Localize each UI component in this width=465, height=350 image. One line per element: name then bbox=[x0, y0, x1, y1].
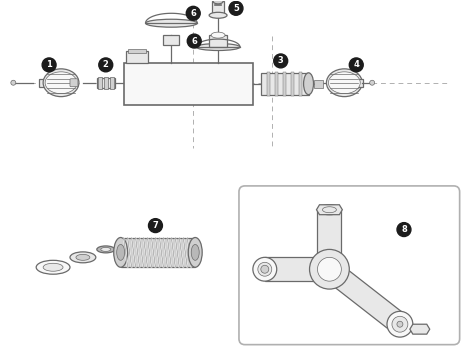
Circle shape bbox=[99, 58, 113, 72]
Text: 2: 2 bbox=[103, 61, 109, 69]
Ellipse shape bbox=[196, 43, 240, 50]
Bar bbox=[124, 63, 253, 105]
Bar bbox=[127, 49, 146, 53]
Ellipse shape bbox=[45, 72, 77, 94]
Ellipse shape bbox=[191, 244, 199, 260]
Text: 4: 4 bbox=[353, 61, 359, 69]
Text: 5: 5 bbox=[233, 4, 239, 13]
Circle shape bbox=[148, 219, 162, 232]
FancyBboxPatch shape bbox=[70, 79, 78, 87]
Circle shape bbox=[229, 1, 243, 15]
Bar bbox=[110, 77, 114, 89]
Ellipse shape bbox=[261, 265, 269, 273]
Bar bbox=[283, 72, 286, 96]
Bar bbox=[261, 73, 309, 94]
Polygon shape bbox=[323, 261, 407, 333]
Text: 6: 6 bbox=[190, 9, 196, 18]
Text: 1: 1 bbox=[46, 61, 52, 69]
Ellipse shape bbox=[318, 205, 341, 215]
Ellipse shape bbox=[253, 257, 277, 281]
FancyBboxPatch shape bbox=[239, 186, 459, 345]
Ellipse shape bbox=[326, 69, 362, 97]
Circle shape bbox=[397, 223, 411, 237]
Bar bbox=[267, 72, 270, 96]
Ellipse shape bbox=[209, 12, 227, 18]
Circle shape bbox=[310, 250, 349, 289]
Bar bbox=[265, 257, 318, 281]
Bar bbox=[98, 77, 102, 89]
Circle shape bbox=[186, 6, 200, 20]
Bar bbox=[97, 78, 115, 88]
Circle shape bbox=[274, 54, 288, 68]
Ellipse shape bbox=[258, 262, 272, 276]
Ellipse shape bbox=[76, 254, 90, 260]
Bar bbox=[275, 72, 278, 96]
Text: 3: 3 bbox=[278, 56, 284, 65]
Polygon shape bbox=[317, 205, 342, 215]
Ellipse shape bbox=[304, 73, 313, 94]
Circle shape bbox=[387, 311, 413, 337]
Text: 7: 7 bbox=[153, 221, 159, 230]
Bar bbox=[356, 79, 363, 87]
Ellipse shape bbox=[322, 207, 336, 213]
Ellipse shape bbox=[213, 0, 223, 4]
Circle shape bbox=[349, 58, 363, 72]
Bar bbox=[313, 80, 324, 88]
Ellipse shape bbox=[328, 72, 360, 94]
Ellipse shape bbox=[36, 260, 70, 274]
Ellipse shape bbox=[188, 238, 202, 267]
Bar bbox=[291, 72, 293, 96]
Ellipse shape bbox=[146, 19, 197, 27]
Ellipse shape bbox=[43, 263, 63, 271]
Circle shape bbox=[318, 257, 341, 281]
Bar bbox=[318, 210, 341, 271]
Ellipse shape bbox=[70, 252, 96, 263]
Circle shape bbox=[42, 58, 56, 72]
Ellipse shape bbox=[117, 244, 125, 260]
Ellipse shape bbox=[97, 246, 115, 253]
Ellipse shape bbox=[114, 238, 127, 267]
Ellipse shape bbox=[101, 247, 111, 251]
Text: 6: 6 bbox=[191, 36, 197, 46]
Circle shape bbox=[370, 80, 375, 85]
Circle shape bbox=[11, 80, 16, 85]
Circle shape bbox=[397, 321, 403, 327]
Bar bbox=[209, 35, 227, 47]
Bar bbox=[163, 35, 179, 45]
Bar bbox=[39, 79, 46, 87]
Text: 8: 8 bbox=[401, 225, 407, 234]
Ellipse shape bbox=[43, 69, 79, 97]
Circle shape bbox=[392, 316, 408, 332]
Bar bbox=[121, 238, 195, 267]
Bar bbox=[104, 77, 108, 89]
Bar bbox=[299, 72, 302, 96]
Circle shape bbox=[187, 34, 201, 48]
Bar bbox=[212, 1, 224, 15]
Ellipse shape bbox=[211, 32, 225, 38]
Polygon shape bbox=[410, 324, 430, 334]
Bar bbox=[126, 51, 147, 63]
